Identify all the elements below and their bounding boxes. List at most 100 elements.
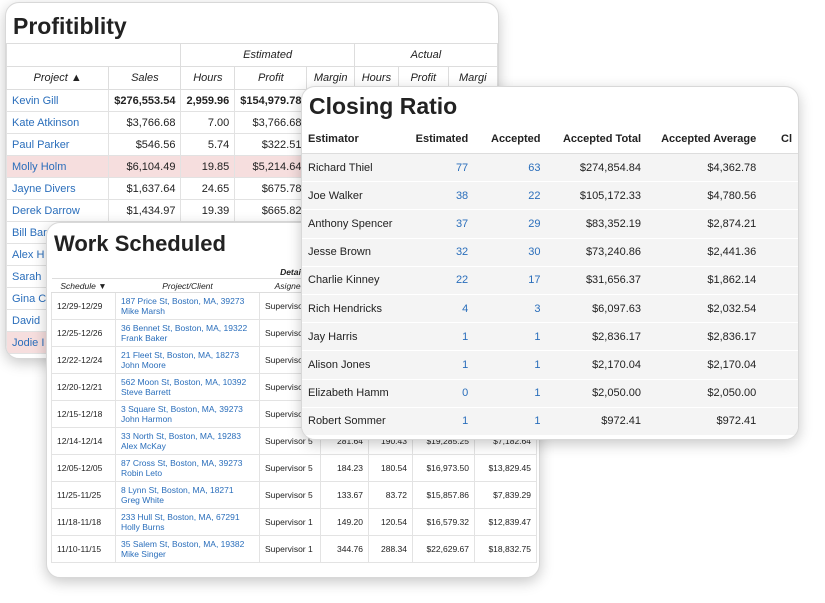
count-link[interactable]: 38 [407,181,475,211]
count-link[interactable]: 1 [474,379,547,408]
client-name[interactable]: Steve Barrett [121,387,171,397]
project-link[interactable]: Paul Parker [6,133,110,156]
schedule: 12/20-12/21 [51,373,116,401]
table-row: 11/25-11/25 8 Lynn St, Boston, MA, 18271 G… [51,481,537,509]
project-address[interactable]: 562 Moon St, Boston, MA, 10392 [121,377,247,387]
schedule: 12/29-12/29 [51,292,116,320]
count-link[interactable]: 29 [474,209,547,239]
count-link[interactable]: 30 [474,238,547,267]
project-client: 233 Hull St, Boston, MA, 67291 Holly Burn… [115,508,260,536]
table-row: Rich Hendricks 4 3 $6,097.63 $2,032.54 [302,294,798,324]
count-link[interactable]: 1 [407,322,475,352]
project-address[interactable]: 36 Bennet St, Boston, MA, 19322 [121,323,248,333]
cell [762,238,798,267]
column-header: Project ▲ [6,66,110,90]
client-name[interactable]: Mike Singer [121,549,166,559]
closing-ratio-table: Estimator Estimated Accepted Accepted Total… [302,125,798,436]
cell: $972.41 [647,407,763,436]
schedule: 11/18-11/18 [51,508,116,536]
column-header: Hours [180,66,236,90]
count-link[interactable]: 32 [407,238,475,267]
cell: Rich Hendricks [302,294,408,324]
count-link[interactable]: 37 [407,209,475,239]
cell: 344.76 [320,535,369,563]
cell: $31,656.37 [546,266,647,295]
cell: Anthony Spencer [302,209,408,239]
client-name[interactable]: Frank Baker [121,333,168,343]
client-name[interactable]: Alex McKay [121,441,166,451]
card-title: Profitiblity [13,13,127,39]
project-link[interactable]: Kevin Gill [6,89,110,112]
count-link[interactable]: 4 [407,294,475,324]
project-address[interactable]: 187 Price St, Boston, MA, 39273 [121,296,245,306]
table-row: 12/05-12/05 87 Cross St, Boston, MA, 3927… [51,454,537,482]
column-header: Accepted [474,125,547,154]
count-link[interactable]: 3 [474,294,547,324]
client-name[interactable]: Holly Burns [121,522,165,532]
cell: 180.54 [368,454,413,482]
count-link[interactable]: 1 [407,350,475,380]
schedule: 11/10-11/15 [51,535,116,563]
table-row: Jesse Brown 32 30 $73,240.86 $2,441.36 [302,238,798,267]
cell: $5,214.64 [234,155,308,178]
count-link[interactable]: 17 [474,266,547,295]
cell: $2,170.04 [647,350,763,380]
project-client: 87 Cross St, Boston, MA, 39273 Robin Leto [115,454,260,482]
column-header: Profit [234,66,308,90]
cell: 83.72 [368,481,413,509]
cell: $154,979.78 [234,89,308,112]
project-client: 21 Fleet St, Boston, MA, 18273 John Moore [115,346,260,374]
column-header: Estimated [407,125,475,154]
count-link[interactable]: 0 [407,379,475,408]
cell: $22,629.67 [412,535,475,563]
cell: Jesse Brown [302,238,408,267]
project-client: 8 Lynn St, Boston, MA, 18271 Greg White [115,481,260,509]
cell: $15,857.86 [412,481,475,509]
group-header-row: Estimated Actual [6,43,498,67]
closing-ratio-card: Closing Ratio Estimator Estimated Accepted… [301,86,799,440]
column-header: Schedule ▼ [51,278,116,293]
count-link[interactable]: 1 [474,407,547,436]
count-link[interactable]: 63 [474,153,547,183]
group-header: Actual [353,43,498,67]
project-address[interactable]: 233 Hull St, Boston, MA, 67291 [121,512,240,522]
cell: $16,973.50 [412,454,475,482]
project-address[interactable]: 35 Salem St, Boston, MA, 19382 [121,539,245,549]
cell: Alison Jones [302,350,408,380]
project-link[interactable]: Kate Atkinson [6,111,110,134]
count-link[interactable]: 1 [474,350,547,380]
cell: $322.51 [234,133,308,156]
project-address[interactable]: 33 North St, Boston, MA, 19283 [121,431,242,441]
cell: 5.74 [180,133,236,156]
project-address[interactable]: 21 Fleet St, Boston, MA, 18273 [121,350,240,360]
cell: $2,441.36 [647,238,763,267]
table-row: Richard Thiel 77 63 $274,854.84 $4,362.78 [302,153,798,183]
project-link[interactable]: Jayne Divers [6,177,110,200]
project-client: 33 North St, Boston, MA, 19283 Alex McKay [115,427,260,455]
cell: $4,780.56 [647,181,763,211]
client-name[interactable]: Greg White [121,495,164,505]
project-link[interactable]: Molly Holm [6,155,110,178]
cell: 120.54 [368,508,413,536]
cell: 2,959.96 [180,89,236,112]
schedule: 11/25-11/25 [51,481,116,509]
schedule: 12/25-12/26 [51,319,116,347]
count-link[interactable]: 77 [407,153,475,183]
count-link[interactable]: 22 [474,181,547,211]
client-name[interactable]: John Harmon [121,414,173,424]
project-address[interactable]: 8 Lynn St, Boston, MA, 18271 [121,485,234,495]
count-link[interactable]: 1 [407,407,475,436]
client-name[interactable]: Robin Leto [121,468,163,478]
assignee: Supervisor 1 [259,535,321,563]
table-row: Anthony Spencer 37 29 $83,352.19 $2,874.21 [302,209,798,239]
assignee: Supervisor 5 [259,454,321,482]
count-link[interactable]: 22 [407,266,475,295]
client-name[interactable]: John Moore [121,360,166,370]
project-address[interactable]: 3 Square St, Boston, MA, 39273 [121,404,243,414]
table-row: 11/18-11/18 233 Hull St, Boston, MA, 6729… [51,508,537,536]
cell: $6,097.63 [546,294,647,324]
client-name[interactable]: Mike Marsh [121,306,165,316]
count-link[interactable]: 1 [474,322,547,352]
project-link[interactable]: Derek Darrow [6,199,110,222]
project-address[interactable]: 87 Cross St, Boston, MA, 39273 [121,458,243,468]
